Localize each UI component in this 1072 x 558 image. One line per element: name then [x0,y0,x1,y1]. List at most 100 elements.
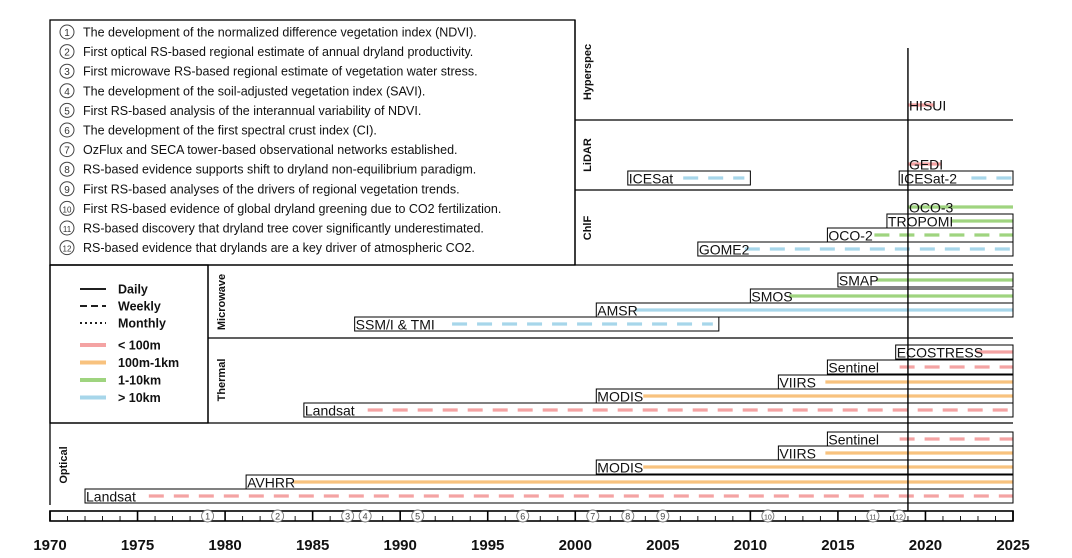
sensor-row: MODIS [595,459,1014,476]
sensor-row: SSM/I & TMI [354,316,720,333]
axis-tick-label: 1975 [121,537,154,554]
sensor-box [837,272,1014,288]
milestone-number: 2 [64,48,70,59]
milestone-number: 9 [64,185,70,196]
axis-milestone-marker [411,509,425,523]
sensor-row: GEDI [907,157,943,173]
milestone-number: 1 [64,28,70,39]
milestone-item: 9 First RS-based analyses of the drivers … [59,181,460,197]
legend-line-style-label: Monthly [118,317,166,331]
sensor-box [697,241,1014,257]
axis-tick-label: 1980 [208,537,241,554]
sensor-label: ECOSTRESS [897,345,983,361]
milestone-text: OzFlux and SECA tower-based observationa… [83,143,458,157]
category-label: LiDAR [582,138,594,172]
axis-tick-label: 2020 [909,537,942,554]
milestone-text: The development of the first spectral cr… [83,124,377,138]
sensor-label: ICESat [629,171,673,187]
sensor-label: MODIS [597,460,643,476]
axis-tick-label: 2010 [734,537,767,554]
axis-tick-label: 2015 [821,537,854,554]
milestone-number-badge [59,181,75,197]
axis-milestone-number: 1 [205,512,210,522]
milestone-number: 11 [63,225,72,234]
category-label: Thermal [216,359,228,402]
milestone-box [49,19,576,266]
milestone-number: 10 [63,205,72,214]
category-label: Optical [58,446,70,483]
axis-tick-label: 2025 [996,537,1029,554]
sensor-label: Landsat [305,403,355,419]
sensor-row: TROPOMI [886,213,1014,230]
milestone-number-badge [59,240,75,256]
milestone-text: RS-based discovery that dryland tree cov… [83,222,484,236]
sensor-row: ECOSTRESS [895,344,1014,361]
axis-tick-label: 1990 [383,537,416,554]
legend-resolution-label: < 100m [118,339,161,353]
axis-milestone-marker [761,509,775,523]
axis-tick-label: 2000 [559,537,592,554]
milestone-text: The development of the soil-adjusted veg… [83,84,425,98]
legend-resolution-label: 1-10km [118,374,161,388]
axis-milestone-marker [586,509,600,523]
milestone-item: 3 First microwave RS-based regional estim… [59,63,478,79]
axis-milestone-marker [516,509,530,523]
milestone-number-badge [59,122,75,138]
sensor-row: MODIS [595,388,1014,405]
milestone-text: RS-based evidence supports shift to dryl… [83,163,476,177]
axis-milestone-number: 9 [660,512,665,522]
sensor-row: GOME2 [697,241,1014,258]
sensor-row: Sentinel [826,359,1014,376]
sensor-box [898,170,1014,186]
milestone-number-badge [59,63,75,79]
sensor-label: Sentinel [828,360,879,376]
category-labels: Hyperspec LiDAR ChlF Microwave Thermal Optica… [58,44,594,484]
sensor-label: Landsat [86,489,136,505]
axis-milestone-number: 6 [520,512,525,522]
axis-milestone-marker [621,509,635,523]
milestone-item: 2 First optical RS-based regional estimat… [59,44,473,60]
milestone-text: First optical RS-based regional estimate… [83,45,473,59]
axis-milestone-number: 11 [869,515,876,522]
sensor-box [595,302,1014,318]
milestone-number: 4 [64,87,70,98]
sensor-label: GOME2 [699,242,750,258]
axis-milestone-marker [892,509,906,523]
milestone-number-badge [59,161,75,177]
sensor-label: AMSR [597,303,637,319]
axis-milestone-number: 4 [363,512,368,522]
sensor-box [354,316,720,332]
milestone-number-badge [59,142,75,158]
milestone-number: 12 [63,245,72,254]
axis-milestone-number: 7 [590,512,595,522]
sensor-row: AMSR [595,302,1014,319]
axis-milestone-marker [271,509,285,523]
legend-resolution-label: > 10km [118,391,161,405]
axis-milestone-marker [656,509,670,523]
axis-milestone-marker [341,509,355,523]
milestone-item: 8 RS-based evidence supports shift to dry… [59,161,476,177]
axis-milestone-number: 8 [625,512,630,522]
sensor-row: VIIRS [777,374,1014,391]
category-label: Hyperspec [582,44,594,100]
milestone-item: 12 RS-based evidence that drylands are a … [59,240,475,256]
sensor-row: VIIRS [777,445,1014,462]
milestone-text: First RS-based evidence of global drylan… [83,202,501,216]
milestone-item: 10 First RS-based evidence of global dryl… [59,200,501,216]
sensor-box [595,459,1014,475]
milestone-number-badge [59,102,75,118]
milestone-number-badge [59,220,75,236]
category-label: ChlF [582,216,594,241]
sensor-box [826,359,1014,375]
milestone-item: 6 The development of the first spectral c… [59,122,377,138]
milestone-item: 4 The development of the soil-adjusted ve… [59,83,425,99]
axis-milestone-number: 3 [345,512,350,522]
milestone-number: 6 [64,126,70,137]
sensor-label: Sentinel [828,432,879,448]
milestone-number: 8 [64,165,70,176]
sensor-row: ICESat [627,170,751,187]
sensor-label: OCO-2 [828,228,873,244]
milestone-item: 1 The development of the normalized diffe… [59,24,477,40]
time-axis: 1970 1975 1980 1985 1990 1995 2000 2005 2010 2015… [33,509,1030,554]
